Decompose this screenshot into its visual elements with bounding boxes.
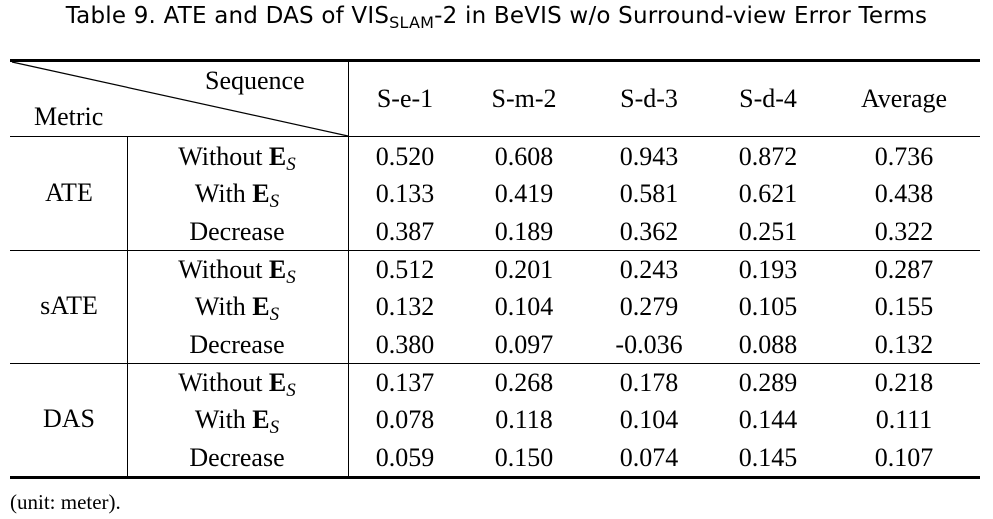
table-cell: 0.362 [619, 216, 679, 246]
term-subscript: S [286, 154, 296, 175]
table-cell: 0.088 [738, 329, 798, 359]
table-cell: 0.289 [738, 368, 798, 397]
table-cell: 0.104 [494, 292, 554, 322]
table-cell: 0.097 [494, 329, 554, 359]
row-label-text: Without [178, 368, 269, 397]
table-cell: 0.189 [494, 216, 554, 246]
top-rule [10, 59, 980, 62]
metric-label: sATE [40, 291, 98, 321]
table-cell: 0.201 [494, 255, 554, 284]
bottom-rule [10, 476, 980, 479]
table-cell: 0.078 [375, 405, 435, 435]
row-label-text: With [194, 179, 253, 209]
metric-label: DAS [42, 404, 96, 434]
column-header: Average [860, 84, 948, 113]
table-cell: 0.218 [874, 368, 934, 397]
term-subscript: S [269, 304, 280, 326]
metric-label: ATE [45, 178, 93, 208]
table-cell: 0.144 [738, 405, 798, 435]
term-symbol: E [252, 179, 270, 209]
table-cell: 0.736 [874, 142, 934, 171]
table-cell: 0.133 [375, 179, 435, 209]
term-symbol: E [252, 292, 270, 322]
group-rule-1 [10, 250, 980, 252]
row-label-text: With [194, 405, 253, 435]
table-cell: 0.107 [874, 442, 934, 472]
term-symbol: E [252, 405, 270, 435]
term-subscript: S [286, 267, 296, 288]
table-cell: 0.111 [875, 405, 933, 435]
table-cell: 0.268 [494, 368, 554, 397]
table-cell: 0.243 [619, 255, 679, 284]
table-cell: 0.150 [494, 442, 554, 472]
row-label: With ES [194, 179, 279, 212]
column-header: S-d-4 [739, 84, 797, 113]
caption-suffix: -2 in BeVIS w/o Surround-view Error Term… [434, 3, 928, 29]
table-cell: 0.193 [738, 255, 798, 284]
table-caption: Table 9. ATE and DAS of VISSLAM-2 in BeV… [0, 3, 993, 32]
row-label: With ES [194, 405, 279, 438]
table-cell: 0.512 [375, 255, 435, 284]
table-cell: 0.132 [375, 292, 435, 322]
table-cell: 0.438 [874, 179, 934, 209]
row-label: With ES [194, 292, 279, 325]
table-cell: 0.145 [738, 442, 798, 472]
corner-sequence-label: Sequence [205, 66, 305, 95]
table-cell: -0.036 [615, 329, 683, 359]
table-cell: 0.132 [874, 329, 934, 359]
table-cell: 0.387 [375, 216, 435, 246]
table-cell: 0.419 [494, 179, 554, 209]
table-cell: 0.322 [874, 216, 934, 246]
caption-prefix: Table 9. ATE and DAS of VIS [65, 3, 390, 29]
table-cell: 0.104 [619, 405, 679, 435]
term-subscript: S [286, 380, 296, 401]
table-cell: 0.581 [619, 179, 679, 209]
table-cell: 0.279 [619, 292, 679, 322]
row-label-text: Decrease [189, 216, 285, 246]
term-symbol: E [268, 368, 287, 397]
table-cell: 0.178 [619, 368, 679, 397]
row-label: Without ES [178, 255, 296, 288]
table-cell: 0.118 [495, 405, 553, 435]
row-label: Decrease [189, 329, 285, 359]
column-header: S-d-3 [620, 84, 678, 113]
table-cell: 0.137 [375, 368, 435, 397]
row-label: Without ES [178, 368, 296, 401]
row-label: Decrease [189, 216, 285, 246]
table-cell: 0.608 [494, 142, 554, 171]
term-subscript: S [269, 191, 280, 213]
term-symbol: E [268, 142, 287, 171]
table-cell: 0.155 [874, 292, 934, 322]
column-header: S-e-1 [376, 84, 434, 113]
row-label: Decrease [189, 442, 285, 472]
column-divider-header [348, 61, 350, 477]
table-cell: 0.251 [738, 216, 798, 246]
table-cell: 0.074 [619, 442, 679, 472]
table-cell: 0.059 [375, 442, 435, 472]
column-header: S-m-2 [491, 84, 557, 113]
header-rule [10, 136, 980, 138]
row-label: Without ES [178, 142, 296, 175]
table-cell: 0.621 [738, 179, 798, 209]
row-label-text: Without [178, 142, 269, 171]
term-subscript: S [269, 417, 280, 439]
column-divider-metric [127, 137, 129, 477]
row-label-text: Without [178, 255, 269, 284]
table-cell: 0.520 [375, 142, 435, 171]
row-label-text: Decrease [189, 442, 285, 472]
caption-subscript: SLAM [389, 13, 435, 32]
footnote: (unit: meter). [10, 490, 121, 514]
table-cell: 0.287 [874, 255, 934, 284]
term-symbol: E [268, 255, 287, 284]
table-cell: 0.380 [375, 329, 435, 359]
row-label-text: With [194, 292, 253, 322]
table-cell: 0.943 [619, 142, 679, 171]
table-cell: 0.872 [738, 142, 798, 171]
row-label-text: Decrease [189, 329, 285, 359]
table-cell: 0.105 [738, 292, 798, 322]
corner-metric-label: Metric [34, 102, 104, 131]
group-rule-2 [10, 363, 980, 365]
